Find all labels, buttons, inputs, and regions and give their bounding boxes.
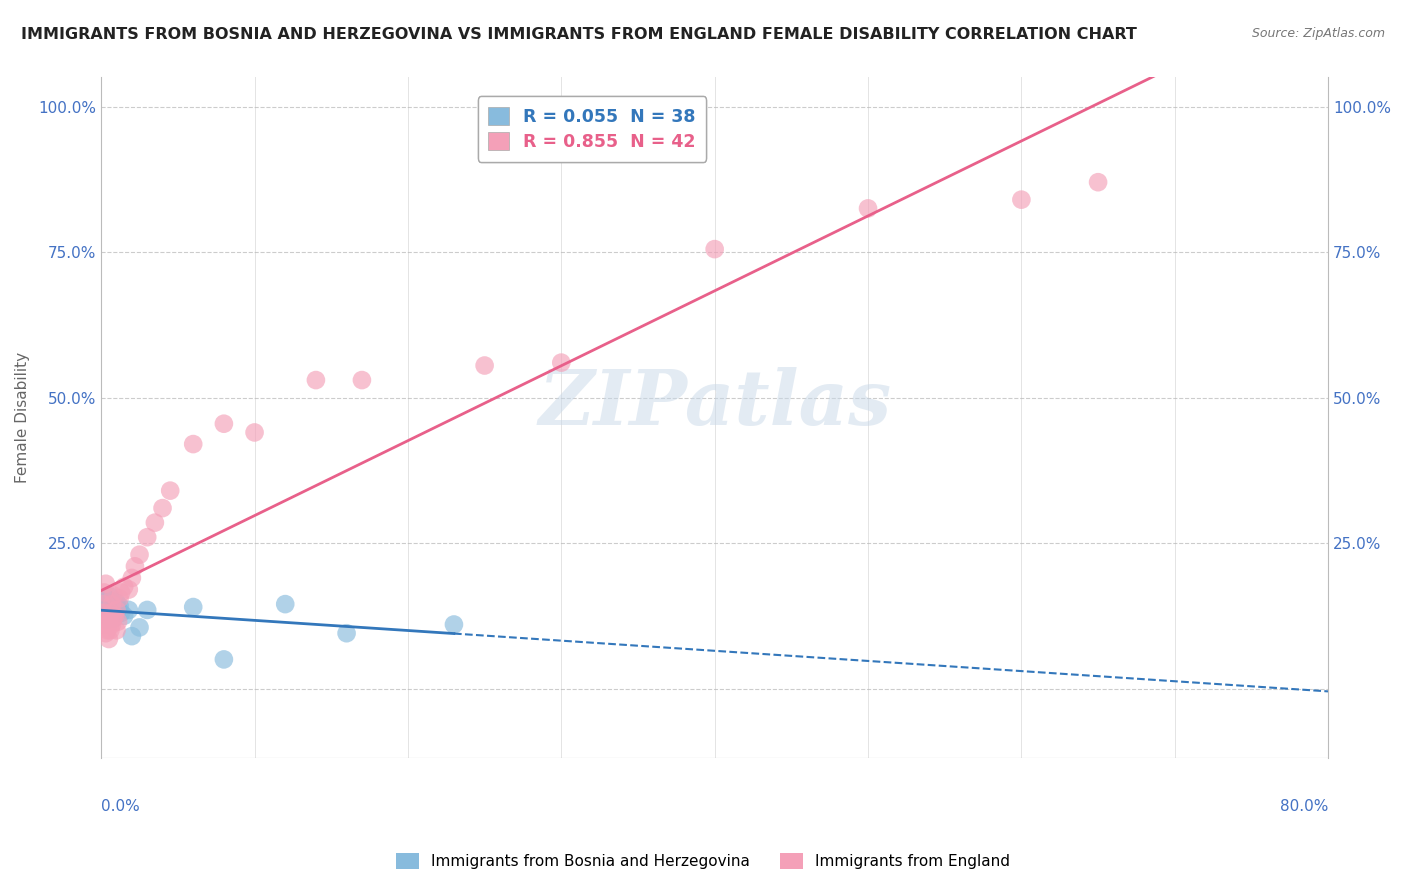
Point: [94, 600, 117, 615]
Point: [104, 597, 127, 611]
Point: [91, 597, 114, 611]
Point: [108, 591, 131, 606]
Point: [93, 585, 115, 599]
Text: 0.0%: 0.0%: [101, 799, 141, 814]
Point: [96, 613, 118, 627]
Point: [1087, 175, 1109, 189]
Point: [143, 516, 166, 530]
Point: [93, 594, 115, 608]
Point: [91, 606, 114, 620]
Point: [96, 612, 118, 626]
Point: [703, 242, 725, 256]
Point: [94, 591, 117, 606]
Point: [128, 620, 150, 634]
Point: [212, 417, 235, 431]
Point: [550, 356, 572, 370]
Point: [104, 608, 127, 623]
Point: [274, 597, 297, 611]
Point: [121, 571, 143, 585]
Text: Source: ZipAtlas.com: Source: ZipAtlas.com: [1251, 27, 1385, 40]
Point: [100, 606, 122, 620]
Legend: R = 0.055  N = 38, R = 0.855  N = 42: R = 0.055 N = 38, R = 0.855 N = 42: [478, 96, 706, 161]
Point: [121, 629, 143, 643]
Point: [108, 599, 131, 613]
Point: [124, 559, 146, 574]
Point: [94, 608, 117, 623]
Point: [100, 590, 122, 604]
Point: [94, 626, 117, 640]
Point: [97, 601, 120, 615]
Text: IMMIGRANTS FROM BOSNIA AND HERZEGOVINA VS IMMIGRANTS FROM ENGLAND FEMALE DISABIL: IMMIGRANTS FROM BOSNIA AND HERZEGOVINA V…: [21, 27, 1137, 42]
Point: [103, 612, 125, 626]
Point: [110, 606, 132, 620]
Point: [443, 617, 465, 632]
Legend: Immigrants from Bosnia and Herzegovina, Immigrants from England: Immigrants from Bosnia and Herzegovina, …: [389, 847, 1017, 875]
Point: [105, 595, 128, 609]
Point: [243, 425, 266, 440]
Point: [136, 530, 159, 544]
Point: [103, 588, 125, 602]
Point: [128, 548, 150, 562]
Point: [97, 610, 120, 624]
Point: [93, 612, 115, 626]
Point: [212, 652, 235, 666]
Point: [1010, 193, 1032, 207]
Point: [101, 600, 124, 615]
Point: [112, 608, 135, 623]
Point: [336, 626, 359, 640]
Y-axis label: Female Disability: Female Disability: [15, 352, 30, 483]
Point: [93, 603, 115, 617]
Point: [159, 483, 181, 498]
Point: [104, 607, 127, 621]
Point: [136, 603, 159, 617]
Point: [305, 373, 328, 387]
Point: [856, 202, 879, 216]
Point: [181, 600, 204, 615]
Point: [350, 373, 373, 387]
Point: [97, 615, 120, 629]
Point: [107, 601, 129, 615]
Point: [110, 585, 132, 599]
Point: [97, 593, 120, 607]
Point: [103, 612, 125, 626]
Point: [97, 632, 120, 646]
Point: [103, 603, 125, 617]
Point: [96, 605, 118, 619]
Point: [118, 582, 141, 597]
Point: [107, 615, 129, 629]
Point: [105, 605, 128, 619]
Point: [100, 607, 122, 621]
Point: [101, 597, 124, 611]
Point: [96, 595, 118, 609]
Point: [105, 624, 128, 638]
Text: 80.0%: 80.0%: [1279, 799, 1329, 814]
Point: [94, 576, 117, 591]
Text: ZIPatlas: ZIPatlas: [538, 368, 891, 442]
Point: [100, 624, 122, 638]
Point: [112, 580, 135, 594]
Point: [100, 599, 122, 613]
Point: [91, 606, 114, 620]
Point: [181, 437, 204, 451]
Point: [474, 359, 496, 373]
Point: [93, 617, 115, 632]
Point: [101, 608, 124, 623]
Point: [105, 603, 128, 617]
Point: [101, 617, 124, 632]
Point: [152, 501, 174, 516]
Point: [96, 624, 118, 638]
Point: [91, 597, 114, 611]
Point: [118, 603, 141, 617]
